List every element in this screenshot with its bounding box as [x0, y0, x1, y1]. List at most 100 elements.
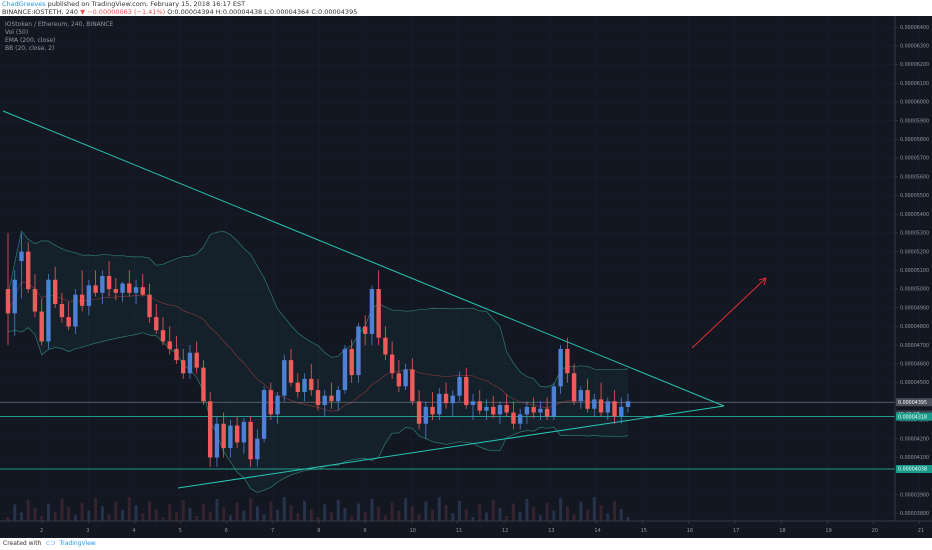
legend-ema[interactable]: EMA (200, close)	[5, 37, 56, 44]
volume-bar	[538, 515, 542, 521]
x-tick-label: 7	[271, 528, 274, 534]
volume-bar	[255, 506, 259, 521]
volume-bar	[478, 504, 482, 521]
volume-bar	[60, 499, 64, 521]
candle-body	[214, 423, 220, 458]
candle-body	[322, 395, 327, 406]
candle-body	[127, 283, 132, 293]
x-tick-label: 20	[872, 528, 878, 534]
volume-bar	[370, 499, 374, 521]
volume-bar	[565, 506, 569, 521]
chart-area[interactable]: 0.00006400 0.00006300 0.00006200 0.00006100…	[0, 16, 932, 538]
volume-bar	[505, 516, 509, 521]
volume-bar	[282, 497, 286, 521]
trendline-lower[interactable]	[177, 405, 725, 489]
legend-vol[interactable]: Vol (50)	[5, 29, 29, 36]
candle-body	[531, 406, 536, 413]
candle-body	[120, 283, 125, 293]
volume-bar	[127, 497, 131, 521]
volume-bar	[592, 497, 596, 521]
chart-background	[0, 16, 932, 538]
volume-bar	[215, 499, 219, 521]
candle-body	[619, 406, 624, 417]
candle-body	[315, 390, 321, 406]
x-tick-label: 6	[225, 528, 228, 534]
candle-body	[79, 294, 85, 306]
candle-body	[336, 390, 341, 402]
price-axis[interactable]: 0.00006400 0.00006300 0.00006200 0.00006100…	[895, 25, 929, 517]
candle-body	[437, 393, 442, 415]
volume-bar	[107, 514, 111, 521]
volume-bar	[552, 510, 556, 521]
candle-body	[538, 408, 543, 413]
x-tick-label: 14	[594, 528, 600, 534]
volume-bar	[356, 503, 360, 521]
time-axis[interactable]: 2 3 4 5 6 7 8 9 10 11 12 13 14 15 16 17 18 19 20 21	[40, 521, 924, 534]
price-tag-label: 0.00004038	[898, 467, 927, 473]
price-tag-box	[896, 465, 932, 474]
candle-body	[356, 326, 361, 376]
volume-bar	[201, 503, 205, 521]
candle-body	[389, 354, 395, 374]
candle-body	[113, 289, 119, 293]
volume-bar	[249, 498, 253, 521]
volume-bar	[53, 511, 57, 521]
candle-body	[147, 294, 152, 318]
author-link[interactable]: ChadGreeves	[2, 0, 46, 8]
volume-bar	[606, 513, 610, 521]
x-tick-label: 18	[779, 528, 785, 534]
candle-body	[167, 341, 172, 349]
x-tick-label: 9	[363, 528, 366, 534]
brand-name[interactable]: TradingView	[59, 540, 96, 547]
candle-body	[295, 382, 300, 392]
candle-body	[396, 373, 402, 387]
price-chart[interactable]: 0.00006400 0.00006300 0.00006200 0.00006100…	[0, 16, 932, 538]
projection-arrow[interactable]	[691, 277, 767, 349]
candle-body	[255, 438, 260, 460]
legend-symbol[interactable]: IOStoken / Ethereum, 240, BINANCE	[5, 21, 114, 28]
trendline-upper[interactable]	[2, 110, 725, 407]
x-tick-label: 21	[918, 528, 924, 534]
candle-body	[59, 304, 65, 318]
candle-body	[133, 287, 139, 293]
y-tick-label: 0.00005300	[900, 231, 929, 237]
bb-fill	[8, 231, 628, 493]
candle-body	[26, 251, 31, 290]
candle-body	[241, 421, 247, 443]
volume-bar	[572, 514, 576, 521]
candle-body	[100, 275, 105, 293]
publish-header: ChadGreeves published on TradingView.com…	[0, 0, 932, 16]
y-tick-label: 0.00005200	[900, 249, 929, 255]
volume-bar	[309, 508, 313, 521]
x-tick-label: 4	[132, 528, 135, 534]
candle-body	[470, 401, 476, 406]
volume-bar	[316, 517, 320, 521]
candle-body	[309, 378, 314, 391]
volume-bar	[134, 505, 138, 521]
volume-bar	[458, 500, 462, 521]
volume-bar	[431, 509, 435, 521]
candle-body	[282, 360, 287, 396]
volume-bar	[619, 508, 623, 521]
candle-body	[571, 373, 577, 402]
volume-bar	[13, 504, 17, 521]
volume-bar	[33, 508, 37, 521]
y-tick-label: 0.00005900	[900, 118, 929, 124]
y-tick-label: 0.00004200	[900, 436, 929, 442]
candle-body	[443, 393, 449, 404]
volume-bar	[424, 501, 428, 521]
candle-body	[598, 399, 604, 413]
y-tick-label: 0.00006100	[900, 81, 929, 87]
candle-body	[5, 289, 11, 314]
ohlc-values: O:0.00004394 H:0.00004438 L:0.00004364 C…	[165, 8, 358, 16]
volume-bar	[559, 498, 563, 521]
x-tick-label: 10	[410, 528, 416, 534]
legend-bb[interactable]: BB (20, close, 2)	[5, 45, 55, 52]
y-tick-label: 0.00006200	[900, 62, 929, 68]
volume-layer	[6, 497, 630, 521]
candle-body	[140, 287, 145, 295]
volume-bar	[323, 504, 327, 521]
candle-body	[181, 360, 186, 374]
candle-body	[565, 348, 570, 374]
y-tick-label: 0.00004600	[900, 361, 929, 367]
